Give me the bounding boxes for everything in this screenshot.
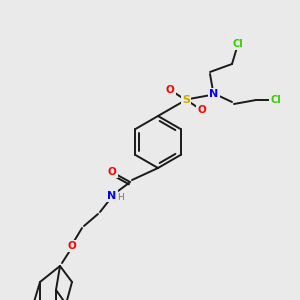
- Text: S: S: [182, 95, 190, 105]
- Text: O: O: [166, 85, 174, 95]
- Text: O: O: [198, 105, 206, 115]
- Text: N: N: [107, 191, 117, 201]
- Text: N: N: [209, 89, 219, 99]
- Text: O: O: [108, 167, 116, 177]
- Text: O: O: [68, 241, 76, 251]
- Text: Cl: Cl: [271, 95, 281, 105]
- Text: H: H: [117, 194, 123, 202]
- Text: Cl: Cl: [232, 39, 243, 49]
